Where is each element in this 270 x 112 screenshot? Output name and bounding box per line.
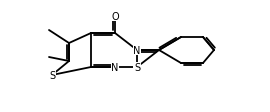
Text: N: N	[133, 46, 141, 56]
Text: O: O	[111, 12, 119, 22]
Text: N: N	[111, 62, 119, 72]
Text: S: S	[49, 70, 55, 80]
Text: S: S	[134, 62, 140, 72]
